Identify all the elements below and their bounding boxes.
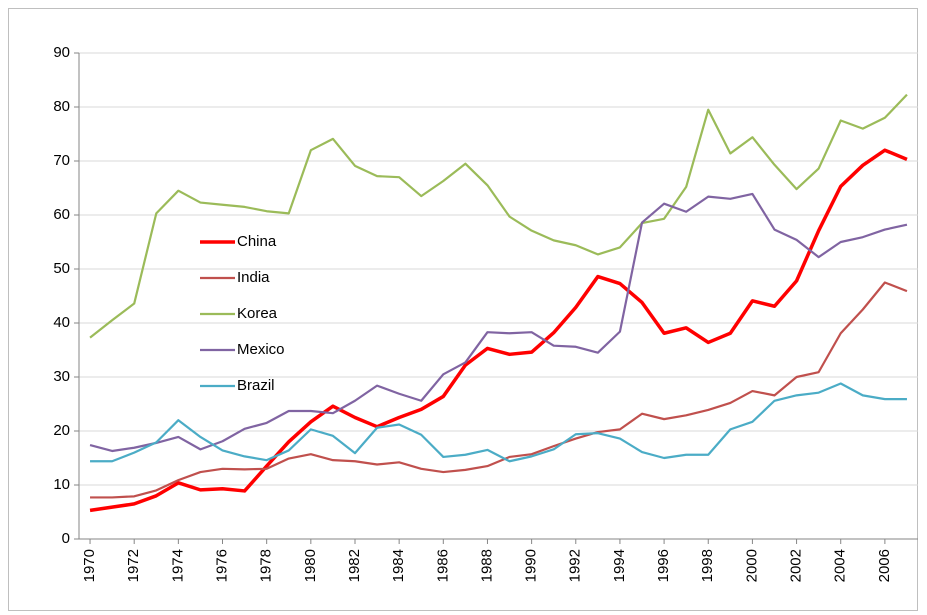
x-tick-label: 1978 [258,549,275,582]
y-tick-label: 70 [53,152,70,169]
x-tick-label: 1998 [699,549,716,582]
series-line [90,382,907,463]
x-tick-label: 2004 [832,549,849,582]
series-line [89,148,908,513]
x-tick-label: 1974 [169,549,186,582]
x-tick-label: 1990 [523,549,540,582]
y-tick-label: 30 [53,368,70,385]
x-tick-label: 1992 [567,549,584,582]
legend-label: India [237,269,270,286]
x-tick-label: 1984 [390,549,407,582]
y-tick-label: 50 [53,260,70,277]
chart-border [8,8,918,611]
y-tick-label: 80 [53,98,70,115]
x-tick-label: 1988 [478,549,495,582]
x-tick-label: 2000 [743,549,760,582]
series-line [90,281,908,499]
legend-label: Korea [237,305,278,322]
x-tick-label: 1996 [655,549,672,582]
x-tick-label: 1986 [434,549,451,582]
x-tick-label: 2002 [788,549,805,582]
x-tick-label: 1982 [346,549,363,582]
series-line [89,93,908,339]
legend-label: China [237,233,277,250]
y-tick-label: 90 [53,44,70,61]
y-tick-label: 20 [53,422,70,439]
x-tick-label: 1976 [213,549,230,582]
legend-label: Mexico [237,341,285,358]
x-tick-label: 1994 [611,549,628,582]
x-tick-label: 1972 [125,549,142,582]
x-tick-label: 1980 [302,549,319,582]
y-tick-label: 40 [53,314,70,331]
y-tick-label: 60 [53,206,70,223]
series-line [89,192,908,453]
y-tick-label: 10 [53,476,70,493]
y-tick-label: 0 [62,530,70,547]
x-tick-label: 2006 [876,549,893,582]
legend-label: Brazil [237,377,275,394]
x-tick-label: 1970 [81,549,98,582]
